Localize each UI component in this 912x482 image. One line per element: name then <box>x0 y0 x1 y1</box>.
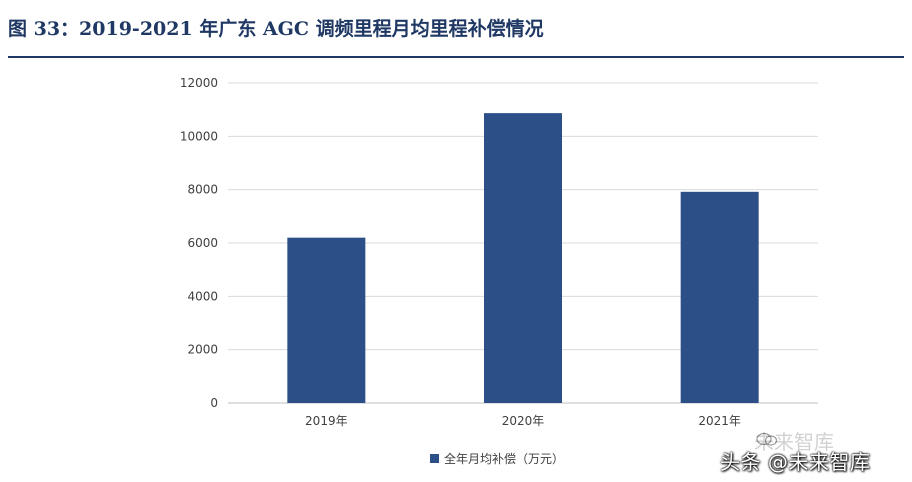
figure-title: 图 33：2019-2021 年广东 AGC 调频里程月均里程补偿情况 <box>8 18 544 40</box>
y-tick-label: 2000 <box>187 343 218 357</box>
y-tick-label: 6000 <box>187 236 218 250</box>
y-tick-label: 0 <box>210 396 218 410</box>
bar <box>287 237 366 403</box>
x-tick-label: 2019年 <box>305 414 348 428</box>
title-divider <box>8 56 904 58</box>
y-axis-ticks: 0 2000 4000 6000 8000 10000 12000 <box>180 76 218 410</box>
watermark: 头条 @未来智库 <box>720 450 871 474</box>
y-tick-label: 8000 <box>187 183 218 197</box>
wechat-icon <box>756 432 778 446</box>
legend-label: 全年月均补偿（万元） <box>444 451 564 466</box>
x-axis-ticks: 2019年 2020年 2021年 <box>305 414 741 428</box>
y-tick-label: 10000 <box>180 129 218 143</box>
y-tick-label: 12000 <box>180 76 218 90</box>
bars <box>287 113 759 403</box>
bar <box>484 113 562 403</box>
bar <box>680 191 759 403</box>
x-tick-label: 2020年 <box>502 414 545 428</box>
x-tick-label: 2021年 <box>698 414 741 428</box>
legend: 全年月均补偿（万元） <box>430 451 564 466</box>
y-tick-label: 4000 <box>187 289 218 303</box>
legend-swatch <box>430 454 439 463</box>
watermark-ghost: 未来智库 <box>754 430 834 454</box>
